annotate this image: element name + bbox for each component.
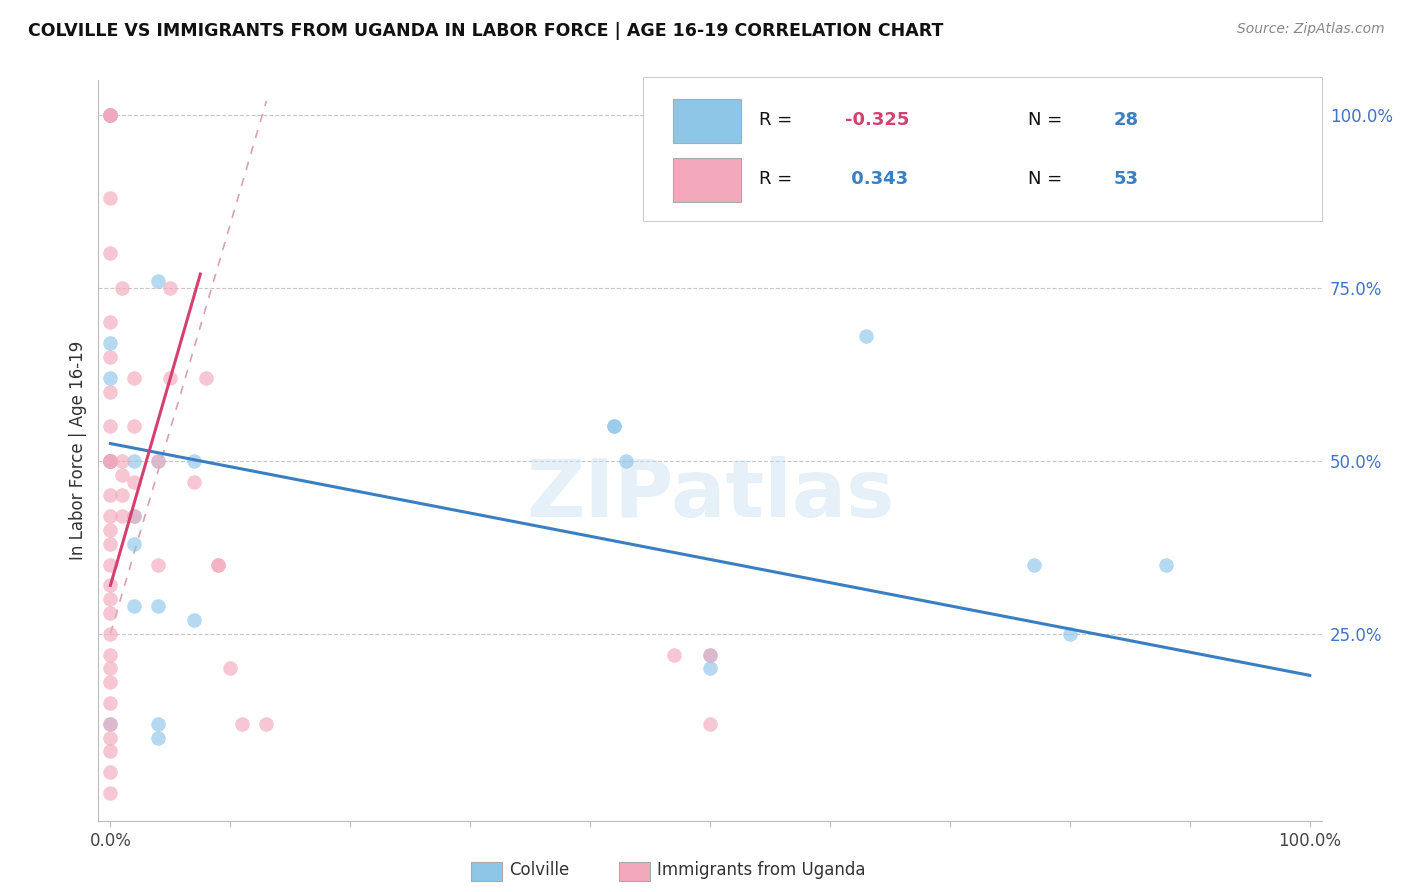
Point xyxy=(100,454,122,468)
Point xyxy=(100,108,122,122)
Point xyxy=(1059,627,1081,641)
Point xyxy=(1022,558,1045,572)
Point xyxy=(100,419,122,434)
Point xyxy=(124,509,146,524)
Point xyxy=(100,716,122,731)
Text: Immigrants from Uganda: Immigrants from Uganda xyxy=(657,861,865,879)
Point xyxy=(124,419,146,434)
Point xyxy=(207,558,229,572)
Point xyxy=(100,537,122,551)
Point xyxy=(159,281,181,295)
Text: Colville: Colville xyxy=(509,861,569,879)
Point xyxy=(100,454,122,468)
Point xyxy=(100,696,122,710)
Point xyxy=(100,578,122,592)
Point xyxy=(100,523,122,537)
Point xyxy=(699,648,721,662)
Point xyxy=(124,599,146,614)
FancyBboxPatch shape xyxy=(643,77,1322,221)
Point xyxy=(100,509,122,524)
Point xyxy=(183,475,205,489)
Point xyxy=(614,454,637,468)
Point xyxy=(100,786,122,800)
Point xyxy=(603,419,626,434)
Point xyxy=(100,350,122,364)
Point xyxy=(603,419,626,434)
Text: 0.343: 0.343 xyxy=(845,169,908,187)
Point xyxy=(100,246,122,260)
Point xyxy=(111,281,134,295)
Point xyxy=(100,454,122,468)
Point xyxy=(100,648,122,662)
Point xyxy=(148,454,170,468)
Point xyxy=(100,108,122,122)
Point xyxy=(148,599,170,614)
Point xyxy=(100,716,122,731)
Point xyxy=(100,108,122,122)
Point xyxy=(148,716,170,731)
Point xyxy=(100,108,122,122)
Point xyxy=(183,454,205,468)
Text: ZIPatlas: ZIPatlas xyxy=(526,456,894,534)
Point xyxy=(100,108,122,122)
Point xyxy=(100,627,122,641)
Point xyxy=(100,336,122,351)
Text: N =: N = xyxy=(1028,111,1069,128)
Point xyxy=(699,661,721,675)
Point xyxy=(195,371,218,385)
Point xyxy=(100,675,122,690)
Point xyxy=(219,661,242,675)
Point xyxy=(100,384,122,399)
Point xyxy=(254,716,277,731)
Point xyxy=(100,454,122,468)
Point xyxy=(111,488,134,502)
Point xyxy=(111,509,134,524)
Point xyxy=(100,191,122,205)
Point xyxy=(100,454,122,468)
Point xyxy=(100,661,122,675)
Point xyxy=(100,731,122,745)
Point xyxy=(100,592,122,607)
Text: COLVILLE VS IMMIGRANTS FROM UGANDA IN LABOR FORCE | AGE 16-19 CORRELATION CHART: COLVILLE VS IMMIGRANTS FROM UGANDA IN LA… xyxy=(28,22,943,40)
Point xyxy=(124,454,146,468)
Point xyxy=(855,329,877,343)
Point xyxy=(183,613,205,627)
Text: R =: R = xyxy=(759,169,799,187)
Point xyxy=(100,371,122,385)
Point xyxy=(699,648,721,662)
Point xyxy=(148,454,170,468)
Point xyxy=(148,731,170,745)
Point xyxy=(111,467,134,482)
Point xyxy=(124,509,146,524)
Point xyxy=(148,558,170,572)
Point xyxy=(100,454,122,468)
Point xyxy=(1154,558,1177,572)
Point xyxy=(124,475,146,489)
Text: Source: ZipAtlas.com: Source: ZipAtlas.com xyxy=(1237,22,1385,37)
Text: -0.325: -0.325 xyxy=(845,111,908,128)
Text: 53: 53 xyxy=(1114,169,1139,187)
Point xyxy=(124,371,146,385)
Text: 28: 28 xyxy=(1114,111,1139,128)
Point xyxy=(148,274,170,288)
Point xyxy=(662,648,685,662)
FancyBboxPatch shape xyxy=(673,158,741,202)
Point xyxy=(100,744,122,758)
Point xyxy=(124,537,146,551)
Point xyxy=(111,454,134,468)
Point xyxy=(100,606,122,620)
Text: R =: R = xyxy=(759,111,799,128)
Text: N =: N = xyxy=(1028,169,1069,187)
Point xyxy=(159,371,181,385)
Point xyxy=(207,558,229,572)
Point xyxy=(231,716,253,731)
Point xyxy=(100,765,122,780)
Point xyxy=(100,488,122,502)
Point xyxy=(699,716,721,731)
Point xyxy=(100,558,122,572)
FancyBboxPatch shape xyxy=(673,99,741,144)
Point xyxy=(100,315,122,329)
Y-axis label: In Labor Force | Age 16-19: In Labor Force | Age 16-19 xyxy=(69,341,87,560)
